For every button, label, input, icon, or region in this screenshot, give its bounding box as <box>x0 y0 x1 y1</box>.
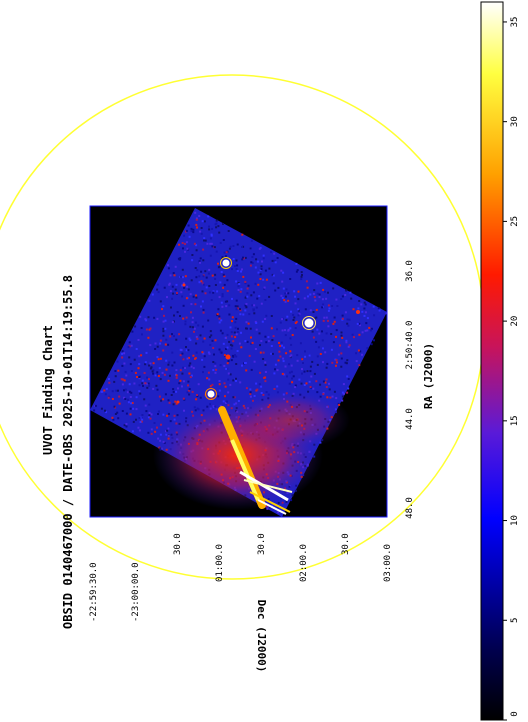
chart-title: UVOT Finding Chart <box>41 325 55 455</box>
dec-tick-label: 02:00.0 <box>299 544 309 582</box>
colorbar-tick-label: 0 <box>510 711 520 716</box>
ra-tick-label: 48.0 <box>405 497 415 519</box>
chart-subtitle: OBSID 0140467000 / DATE-OBS 2025-10-01T1… <box>61 275 75 629</box>
dec-tick-label: 01:00.0 <box>215 544 225 582</box>
ra-tick-label: 36.0 <box>405 260 415 282</box>
colorbar-tick-label: 25 <box>510 216 520 227</box>
dec-tick-label: 30.0 <box>173 533 183 555</box>
galaxy-streak <box>218 406 293 515</box>
colorbar <box>480 1 504 721</box>
ra-axis-label: RA (J2000) <box>422 343 435 409</box>
image-frame <box>89 205 388 518</box>
ra-tick-label: 44.0 <box>405 408 415 430</box>
dec-tick-labels: -22:59:30.0 -23:00:00.0 30.0 01:00.0 30.… <box>89 533 393 622</box>
dec-tick-label: -22:59:30.0 <box>89 562 99 622</box>
ra-tick-labels: 48.0 44.0 2:50:40.0 36.0 <box>405 260 415 519</box>
dec-tick-label: 03:00.0 <box>383 544 393 582</box>
colorbar-tick-label: 10 <box>510 515 520 526</box>
ra-tick-label: 2:50:40.0 <box>405 321 415 370</box>
dec-axis-label: Dec (J2000) <box>255 600 268 673</box>
colorbar-tick-label: 30 <box>510 116 520 127</box>
colorbar-tick-label: 5 <box>510 618 520 623</box>
dec-tick-label: 30.0 <box>341 533 351 555</box>
dec-tick-label: 30.0 <box>257 533 267 555</box>
colorbar-tick-label: 15 <box>510 415 520 426</box>
colorbar-tick-label: 20 <box>510 316 520 327</box>
colorbar-tick-label: 35 <box>510 17 520 28</box>
colorbar-ticks: 0 5 10 15 20 25 30 35 <box>503 17 520 721</box>
dec-tick-label: -23:00:00.0 <box>131 562 141 622</box>
star-sources <box>176 257 360 404</box>
